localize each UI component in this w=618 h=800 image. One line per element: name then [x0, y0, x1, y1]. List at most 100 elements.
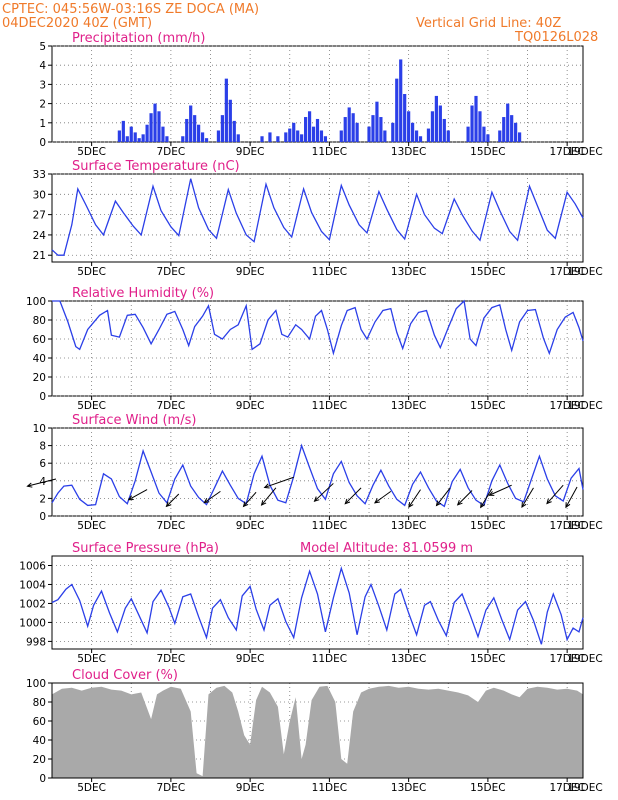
- panel-annotation: Model Altitude: 81.0599 m: [300, 541, 473, 556]
- header-line1: CPTEC: 045:56W-03:16S ZE DOCA (MA): [2, 2, 259, 17]
- precip-bar: [153, 103, 157, 142]
- precip-bar: [200, 132, 205, 142]
- panel-1: 21 24 27 30 33 5DEC 7DEC 9DEC 11DEC 13DEC 15DEC 17D…: [33, 159, 603, 278]
- precip-bar: [506, 103, 510, 142]
- precip-bar: [189, 105, 193, 142]
- x-tick-label: 13DEC: [391, 266, 426, 278]
- y-tick-label: 40: [33, 735, 46, 747]
- wind-arrow-head: [26, 482, 33, 488]
- precip-bar: [236, 134, 240, 142]
- x-tick-label: 7DEC: [157, 400, 186, 412]
- y-tick-label: 100: [26, 296, 46, 308]
- panel-5: 0 20 40 60 80 100 5DEC 7DEC 9DEC 11DEC 13DEC 15DEC 1…: [26, 668, 603, 794]
- precip-bar: [517, 132, 522, 142]
- y-tick-label: 1002: [19, 598, 46, 610]
- wind-arrow: [546, 484, 564, 504]
- x-tick-label: 9DEC: [236, 400, 265, 412]
- wind-arrow: [314, 483, 334, 502]
- wind-arrow: [27, 478, 57, 487]
- precip-bar: [351, 113, 355, 142]
- cloud-area: [52, 685, 583, 778]
- panel-title: Surface Temperature (nC): [72, 159, 240, 174]
- y-tick-label: 60: [33, 716, 46, 728]
- y-tick-label: 1: [39, 118, 46, 130]
- x-tick-label: 17DEC: [549, 520, 584, 532]
- y-tick-label: 998: [26, 636, 46, 648]
- series-line: [51, 178, 584, 256]
- y-tick-label: 24: [33, 230, 47, 242]
- precip-bar: [399, 59, 403, 142]
- panel-0: 0 1 2 3 4 5 5DEC 7DEC 9DEC 11DEC 13DEC 15DEC 17DEC19…: [39, 31, 602, 158]
- precip-bar: [383, 130, 387, 142]
- y-tick-label: 80: [33, 315, 46, 327]
- precip-bar: [288, 128, 292, 142]
- precip-bar: [145, 124, 149, 142]
- x-tick-label: 9DEC: [236, 146, 265, 158]
- wind-arrow: [261, 487, 277, 506]
- x-tick-label: 13DEC: [391, 520, 426, 532]
- wind-arrow-head: [373, 498, 380, 504]
- y-tick-label: 0: [39, 511, 46, 523]
- precip-bar: [165, 136, 169, 142]
- x-tick-label: 9DEC: [236, 782, 265, 794]
- wind-arrow-head: [165, 501, 172, 508]
- wind-arrow: [408, 489, 421, 508]
- precip-bar: [181, 136, 185, 142]
- precip-bar: [510, 115, 514, 142]
- wind-arrow: [166, 493, 180, 507]
- precip-bar: [438, 105, 442, 142]
- precip-bar: [323, 136, 328, 142]
- precip-bar: [319, 130, 324, 142]
- precip-bar: [470, 105, 474, 142]
- wind-arrow: [480, 488, 493, 508]
- precip-bar: [311, 126, 316, 142]
- wind-arrow-head: [488, 491, 495, 496]
- series-line: [52, 299, 584, 356]
- panel-title: Relative Humidity (%): [72, 286, 214, 301]
- wind-arrow-head: [546, 498, 552, 505]
- wind-arrow-head: [565, 502, 571, 509]
- wind-arrow-head: [313, 496, 320, 502]
- x-tick-label: 11DEC: [312, 400, 347, 412]
- precip-bar: [204, 138, 209, 142]
- x-tick-label: 7DEC: [157, 146, 186, 158]
- wind-arrow-head: [456, 499, 463, 506]
- panel-title: Precipitation (mm/h): [72, 31, 205, 46]
- wind-arrow: [521, 487, 534, 508]
- y-tick-label: 30: [33, 189, 46, 201]
- plot-frame-overlay: [51, 682, 584, 779]
- wind-arrow: [489, 484, 512, 496]
- y-tick-label: 3: [39, 79, 46, 91]
- precip-bar: [216, 130, 221, 142]
- x-tick-label: 17DEC: [549, 782, 584, 794]
- precip-bar: [355, 122, 359, 142]
- x-tick-label: 5DEC: [77, 782, 106, 794]
- x-tick-label: 7DEC: [157, 782, 186, 794]
- x-tick-label: 5DEC: [77, 146, 106, 158]
- precip-bar: [304, 117, 308, 142]
- precip-bar: [474, 95, 478, 142]
- precip-bar: [300, 134, 304, 142]
- precip-bar: [276, 136, 280, 142]
- precip-bar: [117, 130, 121, 142]
- x-tick-label: 19DEC: [567, 146, 602, 158]
- panel-2: 0 20 40 60 80 100 5DEC 7DEC 9DEC 11DEC 13DEC 15DEC 1…: [26, 286, 603, 412]
- y-tick-label: 4: [39, 476, 46, 488]
- precip-bar: [486, 134, 490, 142]
- precip-bar: [514, 122, 518, 142]
- y-tick-label: 2: [39, 493, 46, 505]
- precip-bar: [307, 111, 312, 142]
- precip-bar: [426, 128, 431, 142]
- wind-arrow-head: [408, 502, 414, 509]
- y-tick-label: 0: [39, 773, 46, 785]
- wind-arrow: [344, 487, 362, 505]
- x-tick-label: 15DEC: [470, 782, 505, 794]
- precip-bar: [228, 99, 232, 142]
- precip-bar: [292, 122, 296, 142]
- precip-bar: [137, 138, 141, 142]
- wind-arrow-head: [344, 498, 351, 505]
- y-tick-label: 100: [26, 678, 46, 690]
- x-tick-label: 15DEC: [470, 266, 505, 278]
